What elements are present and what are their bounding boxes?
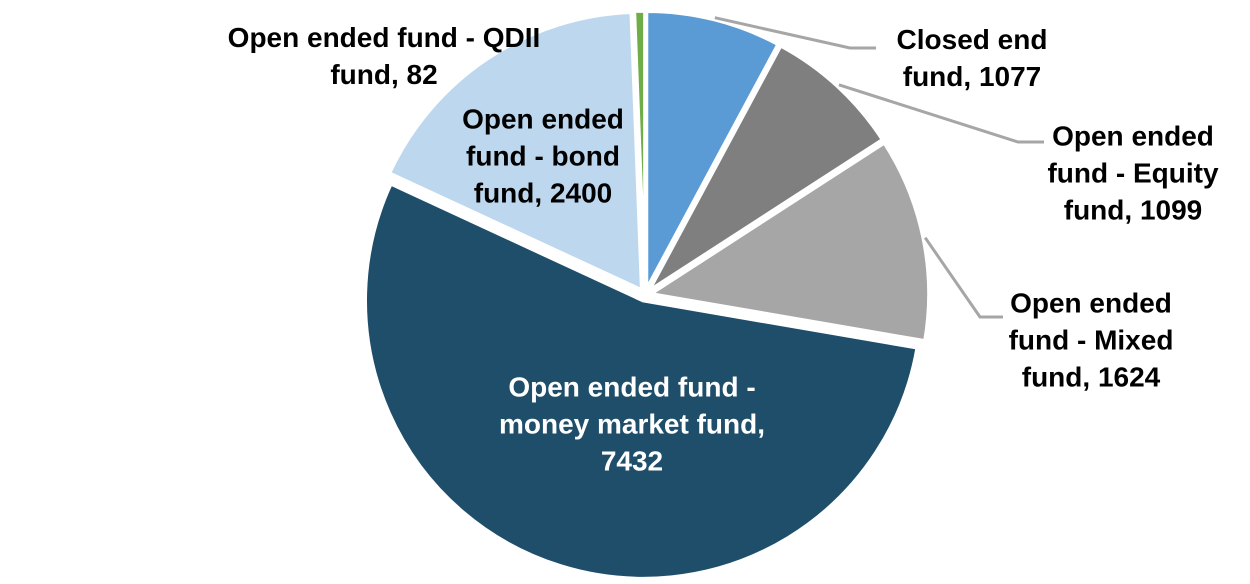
pie-slice-open-ended-equity-fund [647,44,885,293]
pie-slice-open-ended-mixed-fund [649,141,931,343]
pie-slice-closed-end-fund [644,9,780,291]
pie-slice-open-ended-money-market-fund [363,182,919,581]
leader-line-closed-end-fund [714,16,876,50]
leader-line-open-ended-mixed-fund [923,236,1003,319]
pie-slice-open-ended-qdii-fund [632,9,647,291]
leader-line-open-ended-equity-fund [838,83,1044,144]
pie-slice-open-ended-bond-fund [387,10,644,292]
